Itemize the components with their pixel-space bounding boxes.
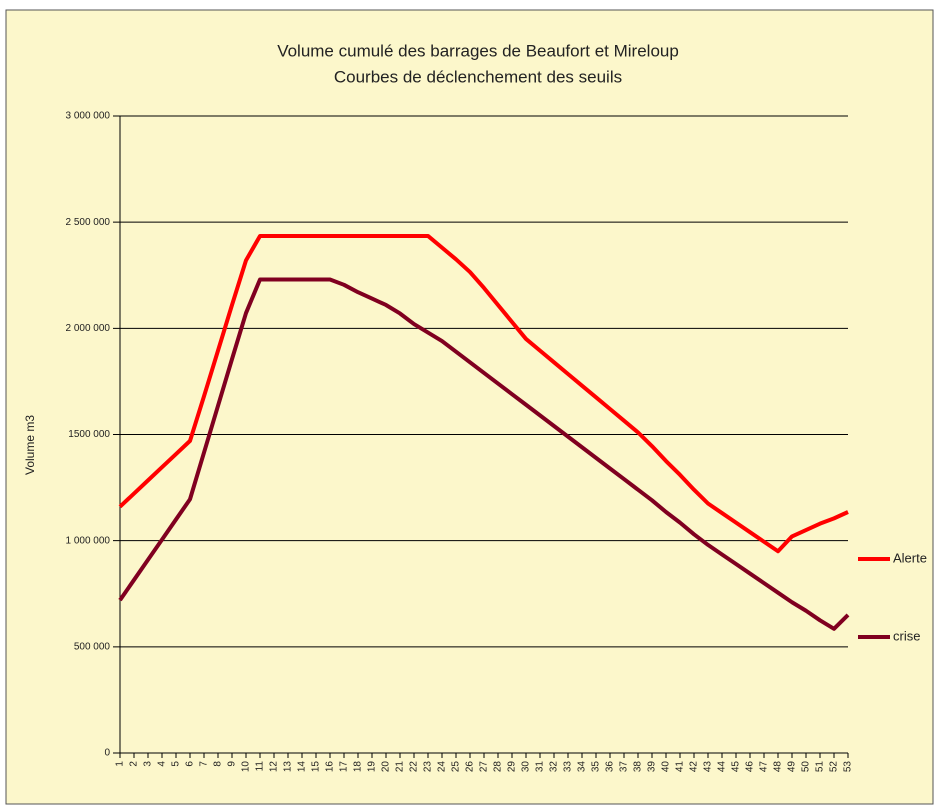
- x-tick-label: 40: [661, 761, 672, 773]
- x-tick-label: 49: [787, 761, 798, 773]
- y-tick-label: 1 000 000: [66, 535, 111, 546]
- y-axis-title: Volume m3: [23, 415, 37, 475]
- x-tick-label: 28: [493, 761, 504, 773]
- x-tick-label: 44: [717, 761, 728, 773]
- x-tick-label: 16: [325, 761, 336, 773]
- x-tick-label: 8: [213, 761, 224, 767]
- x-tick-label: 37: [619, 761, 630, 773]
- x-tick-label: 41: [675, 761, 686, 773]
- x-tick-label: 13: [283, 761, 294, 773]
- y-tick-label: 0: [104, 748, 110, 759]
- y-tick-label: 2 000 000: [66, 323, 111, 334]
- x-tick-label: 3: [143, 761, 154, 767]
- x-tick-label: 7: [199, 761, 210, 767]
- x-tick-label: 24: [437, 761, 448, 773]
- x-tick-label: 2: [129, 761, 140, 767]
- x-tick-label: 36: [605, 761, 616, 773]
- x-tick-label: 17: [339, 761, 350, 773]
- x-tick-label: 42: [689, 761, 700, 773]
- x-tick-label: 31: [535, 761, 546, 773]
- x-tick-label: 21: [395, 761, 406, 773]
- series-line: [118, 277, 850, 631]
- x-tick-label: 34: [577, 761, 588, 773]
- chart-background: [5, 9, 934, 805]
- y-tick-label: 1500 000: [68, 429, 110, 440]
- x-tick-label: 4: [157, 761, 168, 767]
- y-tick-label: 2 500 000: [66, 217, 111, 228]
- x-tick-label: 1: [115, 761, 126, 767]
- x-tick-label: 43: [703, 761, 714, 773]
- x-tick-label: 6: [185, 761, 196, 767]
- chart-title: Volume cumulé des barrages de Beaufort e…: [277, 41, 679, 60]
- x-tick-label: 50: [801, 761, 812, 773]
- x-tick-label: 38: [633, 761, 644, 773]
- x-tick-label: 46: [745, 761, 756, 773]
- x-tick-label: 14: [297, 761, 308, 773]
- x-tick-label: 25: [451, 761, 462, 773]
- legend-label: crise: [893, 628, 920, 643]
- x-tick-label: 33: [563, 761, 574, 773]
- x-tick-label: 26: [465, 761, 476, 773]
- x-tick-label: 23: [423, 761, 434, 773]
- legend-label: Alerte: [893, 550, 927, 565]
- x-tick-label: 35: [591, 761, 602, 773]
- x-tick-label: 51: [815, 761, 826, 773]
- x-tick-label: 9: [227, 761, 238, 767]
- x-tick-label: 27: [479, 761, 490, 773]
- x-tick-label: 32: [549, 761, 560, 773]
- x-tick-label: 30: [521, 761, 532, 773]
- x-tick-label: 47: [759, 761, 770, 773]
- x-tick-label: 20: [381, 761, 392, 773]
- y-tick-label: 500 000: [74, 641, 111, 652]
- x-tick-label: 29: [507, 761, 518, 773]
- x-tick-label: 19: [367, 761, 378, 773]
- x-tick-label: 53: [843, 761, 854, 773]
- x-tick-label: 45: [731, 761, 742, 773]
- x-tick-label: 39: [647, 761, 658, 773]
- x-tick-label: 15: [311, 761, 322, 773]
- series-line: [118, 233, 849, 554]
- chart-subtitle: Courbes de déclenchement des seuils: [334, 67, 622, 86]
- x-tick-label: 48: [773, 761, 784, 773]
- y-tick-label: 3 000 000: [66, 111, 111, 122]
- x-tick-label: 11: [255, 761, 266, 772]
- x-tick-label: 52: [829, 761, 840, 773]
- x-tick-label: 10: [241, 761, 252, 773]
- x-tick-label: 22: [409, 761, 420, 773]
- x-tick-label: 12: [269, 761, 280, 773]
- x-tick-label: 5: [171, 761, 182, 767]
- x-tick-label: 18: [353, 761, 364, 773]
